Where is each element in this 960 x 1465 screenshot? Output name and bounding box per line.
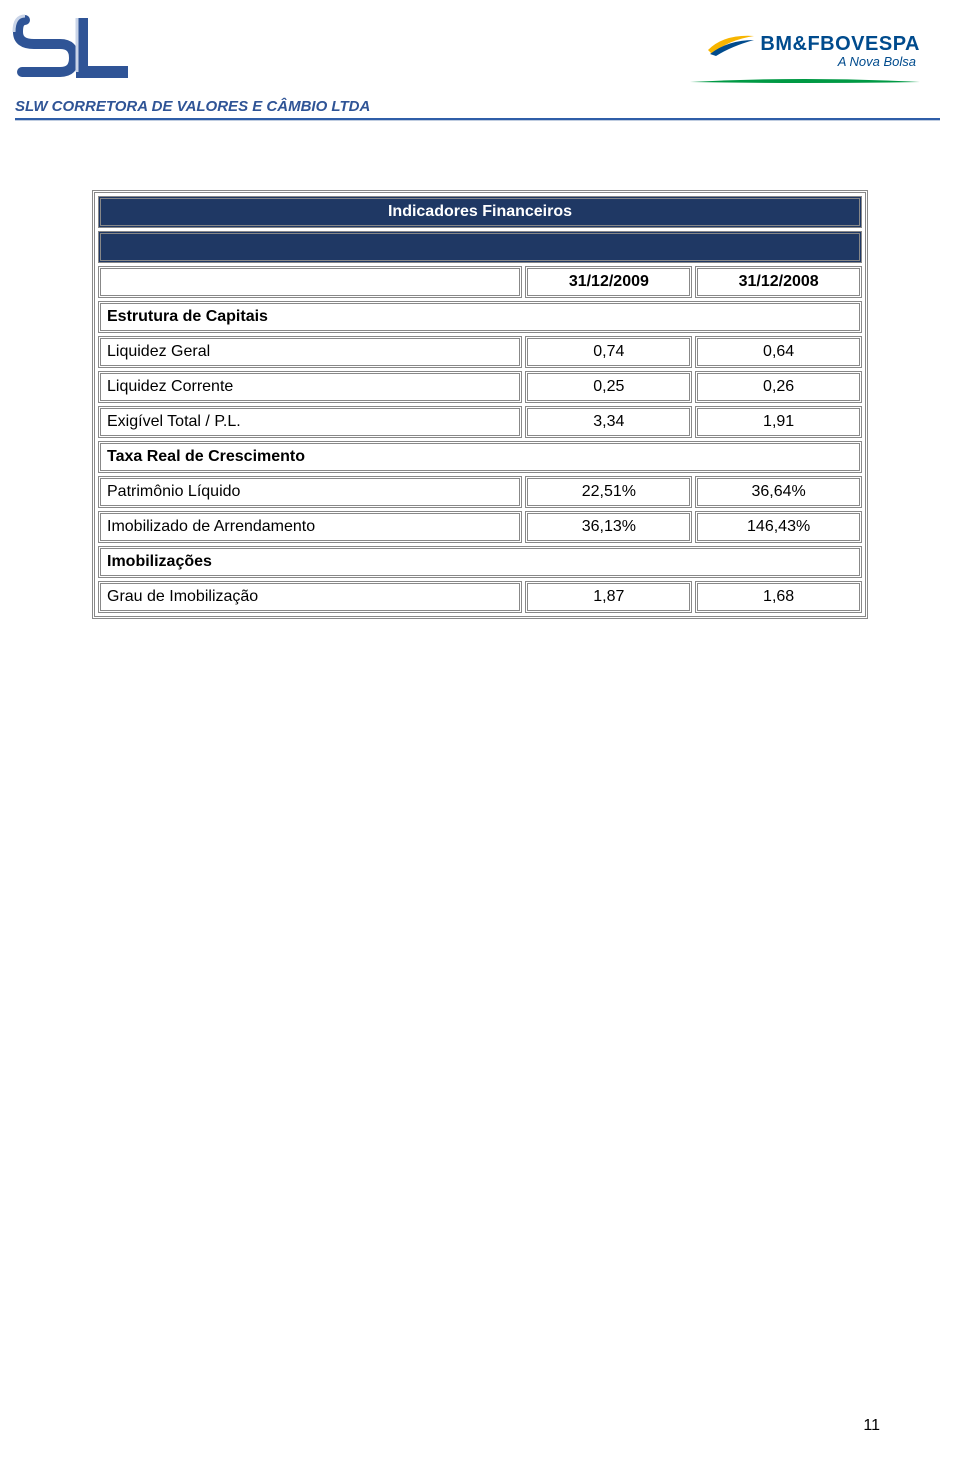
row-val2: 146,43%: [695, 511, 862, 543]
page-header: SLW CORRETORA DE VALORES E CÂMBIO LTDA B…: [80, 20, 880, 130]
bmf-subtitle: A Nova Bolsa: [690, 54, 920, 69]
row-val1: 3,34: [525, 406, 692, 438]
row-label: Exigível Total / P.L.: [98, 406, 522, 438]
header-col1: 31/12/2009: [525, 266, 692, 298]
row-label: Patrimônio Líquido: [98, 476, 522, 508]
bmf-text: BM&FBOVESPA: [760, 33, 920, 56]
table-header-row: 31/12/2009 31/12/2008: [98, 266, 862, 298]
row-val1: 22,51%: [525, 476, 692, 508]
table-row: Liquidez Corrente 0,25 0,26: [98, 371, 862, 403]
section-label: Estrutura de Capitais: [98, 301, 862, 333]
section-label: Imobilizações: [98, 546, 862, 578]
section-imobilizacoes: Imobilizações: [98, 546, 862, 578]
header-empty: [98, 266, 522, 298]
row-val2: 0,64: [695, 336, 862, 368]
row-val1: 1,87: [525, 581, 692, 613]
row-label: Imobilizado de Arrendamento: [98, 511, 522, 543]
header-rule: [15, 118, 940, 121]
content-area: Indicadores Financeiros 31/12/2009 31/12…: [92, 190, 868, 619]
slw-logo: [10, 10, 140, 95]
bmfbovespa-logo: BM&FBOVESPA A Nova Bolsa: [690, 32, 920, 79]
table-spacer-row: [98, 231, 862, 263]
bmf-swish-icon: [706, 32, 756, 56]
section-taxa: Taxa Real de Crescimento: [98, 441, 862, 473]
header-col2: 31/12/2008: [695, 266, 862, 298]
table-row: Exigível Total / P.L. 3,34 1,91: [98, 406, 862, 438]
bmf-underline-icon: [690, 73, 920, 79]
page-number: 11: [863, 1417, 880, 1435]
row-val2: 36,64%: [695, 476, 862, 508]
section-estrutura: Estrutura de Capitais: [98, 301, 862, 333]
indicators-table: Indicadores Financeiros 31/12/2009 31/12…: [92, 190, 868, 619]
row-val1: 36,13%: [525, 511, 692, 543]
row-val1: 0,74: [525, 336, 692, 368]
row-val2: 1,91: [695, 406, 862, 438]
row-label: Liquidez Geral: [98, 336, 522, 368]
page: SLW CORRETORA DE VALORES E CÂMBIO LTDA B…: [0, 0, 960, 1465]
row-label: Grau de Imobilização: [98, 581, 522, 613]
table-row: Imobilizado de Arrendamento 36,13% 146,4…: [98, 511, 862, 543]
table-title-row: Indicadores Financeiros: [98, 196, 862, 228]
table-spacer: [98, 231, 862, 263]
table-row: Liquidez Geral 0,74 0,64: [98, 336, 862, 368]
row-val1: 0,25: [525, 371, 692, 403]
row-label: Liquidez Corrente: [98, 371, 522, 403]
table-row: Patrimônio Líquido 22,51% 36,64%: [98, 476, 862, 508]
row-val2: 1,68: [695, 581, 862, 613]
section-label: Taxa Real de Crescimento: [98, 441, 862, 473]
row-val2: 0,26: [695, 371, 862, 403]
table-row: Grau de Imobilização 1,87 1,68: [98, 581, 862, 613]
company-name: SLW CORRETORA DE VALORES E CÂMBIO LTDA: [15, 98, 370, 115]
table-title: Indicadores Financeiros: [98, 196, 862, 228]
